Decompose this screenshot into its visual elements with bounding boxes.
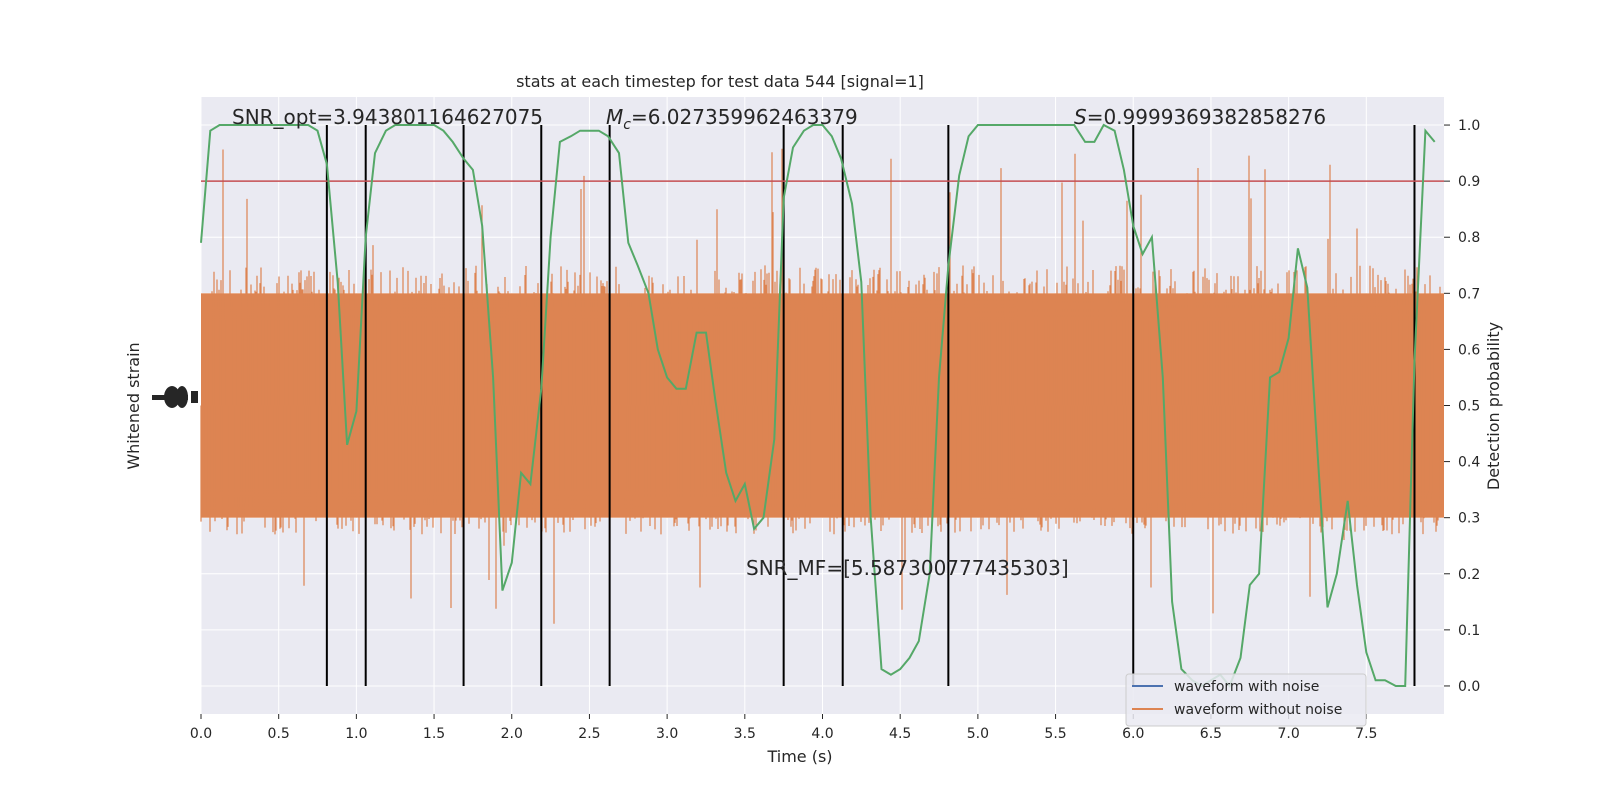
x-tick-label: 6.0: [1122, 726, 1144, 742]
chirp-mass-annotation: Mc=6.027359962463379: [606, 105, 858, 133]
y-tick-label: 0.5: [1458, 399, 1480, 415]
x-tick-label: 6.5: [1200, 726, 1222, 742]
y-tick-label: 0.0: [1458, 679, 1480, 695]
x-tick-label: 0.5: [268, 726, 290, 742]
x-tick-label: 5.5: [1044, 726, 1066, 742]
left-y-axis-label: Whitened strain: [124, 342, 143, 469]
legend: waveform with noise waveform without noi…: [1125, 673, 1367, 727]
legend-box: [1125, 673, 1367, 727]
right-y-axis-label: Detection probability: [1484, 322, 1503, 490]
chart-title: stats at each timestep for test data 544…: [516, 72, 924, 91]
snr-mf-annotation: SNR_MF=[5.587300777435303]: [746, 556, 1069, 580]
x-tick-label: 4.0: [811, 726, 833, 742]
x-tick-label: 3.5: [734, 726, 756, 742]
x-tick-label: 4.5: [889, 726, 911, 742]
y-tick-label: 0.4: [1458, 455, 1480, 471]
left-tick-blob: [176, 386, 188, 408]
strain-trace: [200, 148, 1444, 624]
left-tick-blob: [191, 391, 198, 403]
snr-opt-annotation: SNR_opt=3.943801164627075: [232, 105, 543, 129]
legend-label-with-noise: waveform with noise: [1174, 679, 1319, 695]
x-tick-label: 7.0: [1277, 726, 1299, 742]
legend-label-without-noise: waveform without noise: [1174, 702, 1342, 718]
x-tick-label: 5.0: [967, 726, 989, 742]
y-tick-label: 0.1: [1458, 623, 1480, 639]
y-tick-label: 0.6: [1458, 342, 1480, 358]
right-y-axis-ticks: 0.0 0.1 0.2 0.3 0.4 0.5 0.6 0.7 0.8 0.9 1.0: [1444, 118, 1480, 695]
y-tick-label: 0.2: [1458, 567, 1480, 583]
left-axis-ticks: [152, 386, 198, 408]
strain-waveform-without-noise: [200, 148, 1444, 624]
x-tick-label: 2.5: [578, 726, 600, 742]
y-tick-label: 1.0: [1458, 118, 1480, 134]
y-tick-label: 0.8: [1458, 230, 1480, 246]
x-tick-label: 1.5: [423, 726, 445, 742]
y-tick-label: 0.7: [1458, 286, 1480, 302]
left-tick-blob: [164, 386, 180, 408]
x-tick-label: 7.5: [1355, 726, 1377, 742]
y-tick-label: 0.3: [1458, 511, 1480, 527]
x-tick-label: 1.0: [345, 726, 367, 742]
x-axis-label: Time (s): [766, 747, 832, 766]
x-tick-label: 2.0: [501, 726, 523, 742]
x-axis-ticks: 0.0 0.5 1.0 1.5 2.0 2.5 3.0 3.5 4.0 4.5 5.0 5.5 6.0 6…: [190, 714, 1377, 742]
y-tick-label: 0.9: [1458, 174, 1480, 190]
s-statistic-annotation: S=0.9999369382858276: [1074, 105, 1326, 129]
x-tick-label: 0.0: [190, 726, 212, 742]
x-tick-label: 3.0: [656, 726, 678, 742]
